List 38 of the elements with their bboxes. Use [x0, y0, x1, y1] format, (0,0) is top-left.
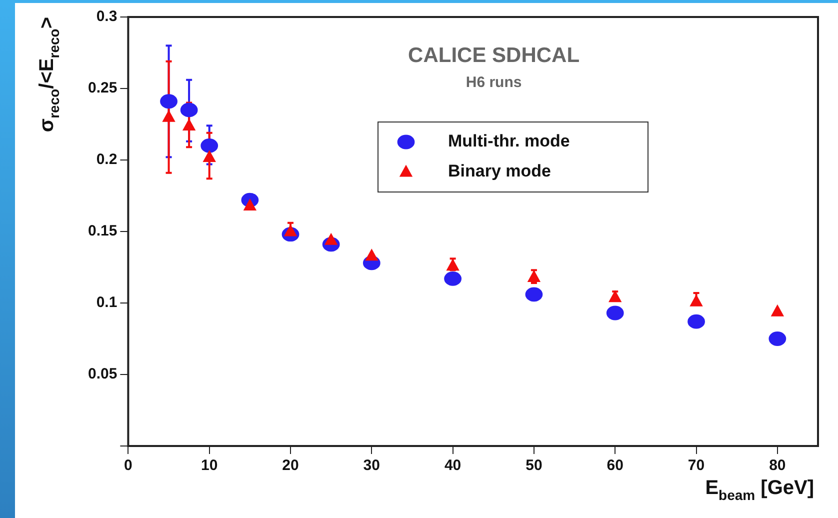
x-tick-label: 50 — [526, 457, 542, 474]
y-tick-label: 0.25 — [88, 80, 118, 97]
point — [525, 287, 543, 302]
point — [527, 270, 541, 282]
point — [202, 150, 216, 162]
point — [768, 332, 786, 346]
y-tick-label: 0.3 — [96, 8, 118, 26]
y-tick-label: 0.2 — [96, 151, 118, 168]
point — [444, 272, 462, 286]
y-tick-label: 0.1 — [96, 294, 118, 312]
point — [608, 290, 622, 302]
point — [162, 110, 176, 122]
legend-label: Binary mode — [448, 162, 551, 181]
x-tick-label: 60 — [606, 457, 624, 474]
y-axis-title: σreco/<Ereco> — [36, 16, 62, 132]
point — [200, 138, 218, 153]
point — [180, 102, 198, 118]
point — [688, 314, 705, 329]
x-tick-label: 0 — [124, 457, 132, 474]
y-tick-label: 0.05 — [88, 366, 118, 383]
point — [182, 118, 196, 130]
x-tick-label: 10 — [201, 457, 218, 474]
x-tick-label: 20 — [282, 457, 299, 474]
text: CALICE SDHCAL — [408, 44, 580, 67]
legend-label: Multi-thr. mode — [448, 132, 570, 151]
x-tick-label: 40 — [444, 457, 462, 474]
point — [243, 198, 257, 211]
x-tick-label: 80 — [769, 457, 786, 474]
x-tick-label: 70 — [688, 457, 705, 474]
point — [690, 294, 703, 306]
point — [160, 94, 178, 109]
y-tick-label: 0.15 — [88, 222, 118, 240]
point — [770, 304, 784, 316]
x-tick-label: 30 — [363, 457, 380, 474]
point — [606, 306, 624, 320]
text: H6 runs — [466, 74, 522, 91]
point — [446, 258, 460, 271]
point — [365, 248, 378, 261]
